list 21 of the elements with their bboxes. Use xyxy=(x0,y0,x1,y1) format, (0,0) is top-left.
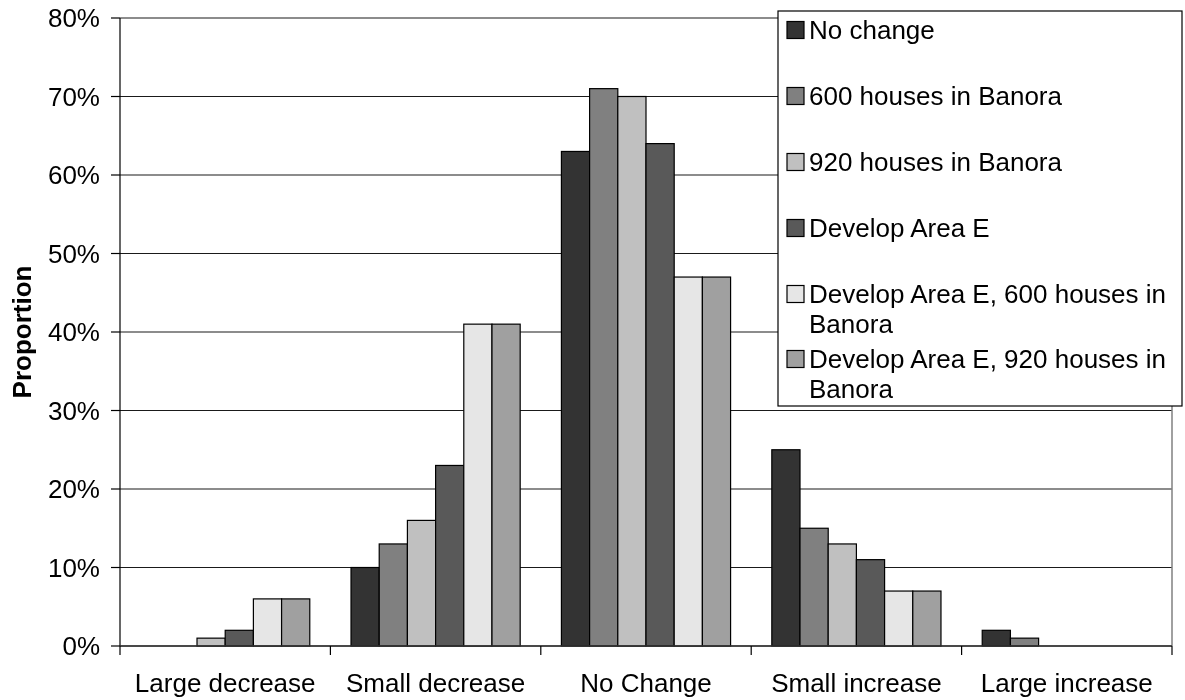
y-tick-label: 80% xyxy=(47,3,100,33)
y-axis-title: Proportion xyxy=(7,265,37,399)
legend-label: 920 houses in Banora xyxy=(809,147,1063,177)
legend-label: No change xyxy=(809,15,935,45)
y-tick-label: 0% xyxy=(62,631,100,661)
y-tick-label: 30% xyxy=(47,395,100,426)
y-tick-label: 40% xyxy=(47,317,100,347)
y-tick-label: 60% xyxy=(47,160,100,190)
y-tick-label: 50% xyxy=(47,238,100,269)
y-tick-label: 20% xyxy=(47,474,100,504)
x-tick-label: Large decrease xyxy=(134,668,316,698)
x-tick-label: Large increase xyxy=(980,668,1153,698)
x-tick-label: No Change xyxy=(580,668,712,698)
x-tick-label: Small increase xyxy=(771,668,942,698)
legend-label: Develop Area E, 920 houses in Banora xyxy=(809,344,1167,404)
legend-label: Develop Area E, 600 houses in Banora xyxy=(809,279,1167,339)
y-tick-label: 10% xyxy=(47,552,100,583)
y-tick-label: 70% xyxy=(47,81,100,112)
legend-label: 600 houses in Banora xyxy=(809,81,1063,111)
x-tick-label: Small decrease xyxy=(346,668,526,698)
legend-label: Develop Area E xyxy=(809,213,990,243)
